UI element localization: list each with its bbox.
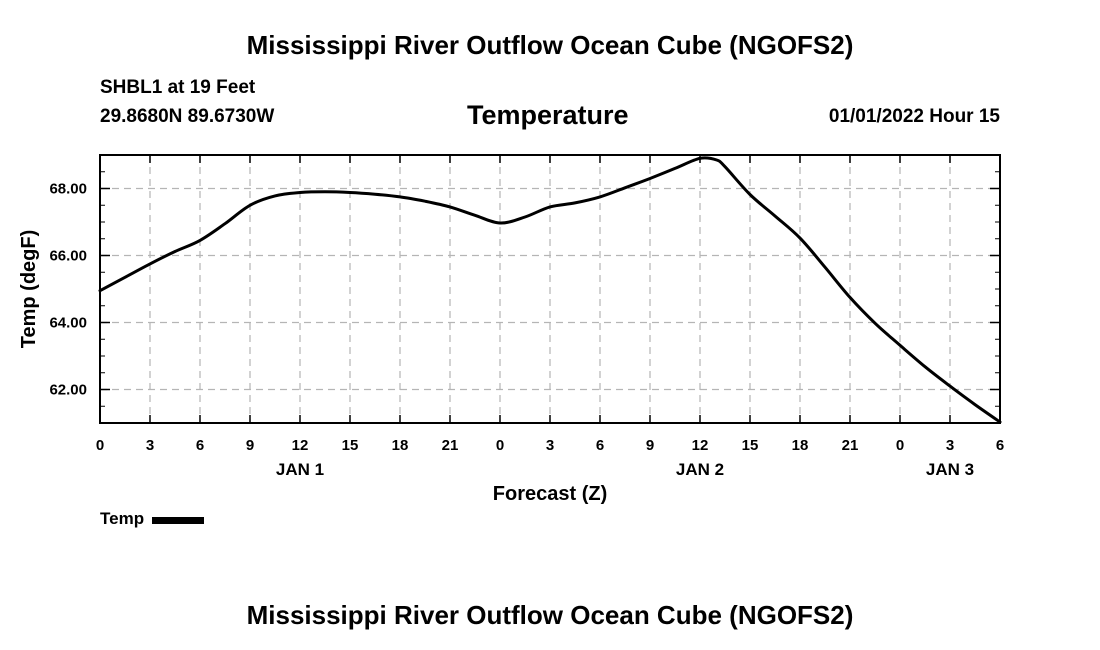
page-title: Mississippi River Outflow Ocean Cube (NG… — [246, 30, 854, 60]
x-tick-label: 21 — [842, 437, 859, 454]
y-tick-label: 62.00 — [49, 382, 87, 399]
x-tick-label: 0 — [96, 437, 104, 454]
grid-lines — [100, 155, 1000, 423]
day-label: JAN 1 — [276, 460, 324, 479]
axis-ticks — [99, 155, 1001, 423]
x-tick-label: 6 — [196, 437, 204, 454]
x-tick-label: 3 — [946, 437, 954, 454]
x-tick-label: 6 — [996, 437, 1004, 454]
x-tick-label: 12 — [692, 437, 709, 454]
day-label: JAN 3 — [926, 460, 974, 479]
series-layer — [98, 156, 1002, 424]
x-tick-label: 6 — [596, 437, 604, 454]
station-label: SHBL1 at 19 Feet — [100, 77, 256, 98]
x-tick-label: 15 — [342, 437, 359, 454]
day-label: JAN 2 — [676, 460, 724, 479]
legend-label: Temp — [100, 509, 145, 528]
series-line-temp — [98, 156, 1002, 424]
x-tick-label: 9 — [646, 437, 654, 454]
station-coordinates: 29.8680N 89.6730W — [100, 106, 275, 127]
x-tick-label: 15 — [742, 437, 759, 454]
x-axis-title: Forecast (Z) — [493, 483, 607, 505]
y-tick-label: 64.00 — [49, 315, 87, 332]
x-tick-label: 18 — [392, 437, 409, 454]
x-tick-label: 9 — [246, 437, 254, 454]
y-axis-title: Temp (degF) — [18, 230, 40, 349]
legend: Temp — [100, 509, 205, 529]
x-tick-label: 3 — [146, 437, 154, 454]
y-tick-label: 66.00 — [49, 248, 87, 265]
legend-line-swatch — [152, 516, 205, 524]
footer-title: Mississippi River Outflow Ocean Cube (NG… — [246, 600, 854, 630]
forecast-timestamp: 01/01/2022 Hour 15 — [828, 106, 1000, 127]
x-tick-label: 12 — [292, 437, 309, 454]
y-tick-label: 68.00 — [49, 181, 87, 198]
x-tick-label: 0 — [496, 437, 504, 454]
x-tick-label: 18 — [792, 437, 809, 454]
axis-labels: 0 3 6 9 12 15 18 21 0 3 6 9 12 15 18 21 0 3 6 62.00 64.00 66.… — [49, 181, 1004, 480]
x-tick-label: 3 — [546, 437, 554, 454]
chart-title: Temperature — [467, 100, 629, 130]
x-tick-label: 21 — [442, 437, 459, 454]
x-tick-label: 0 — [896, 437, 904, 454]
